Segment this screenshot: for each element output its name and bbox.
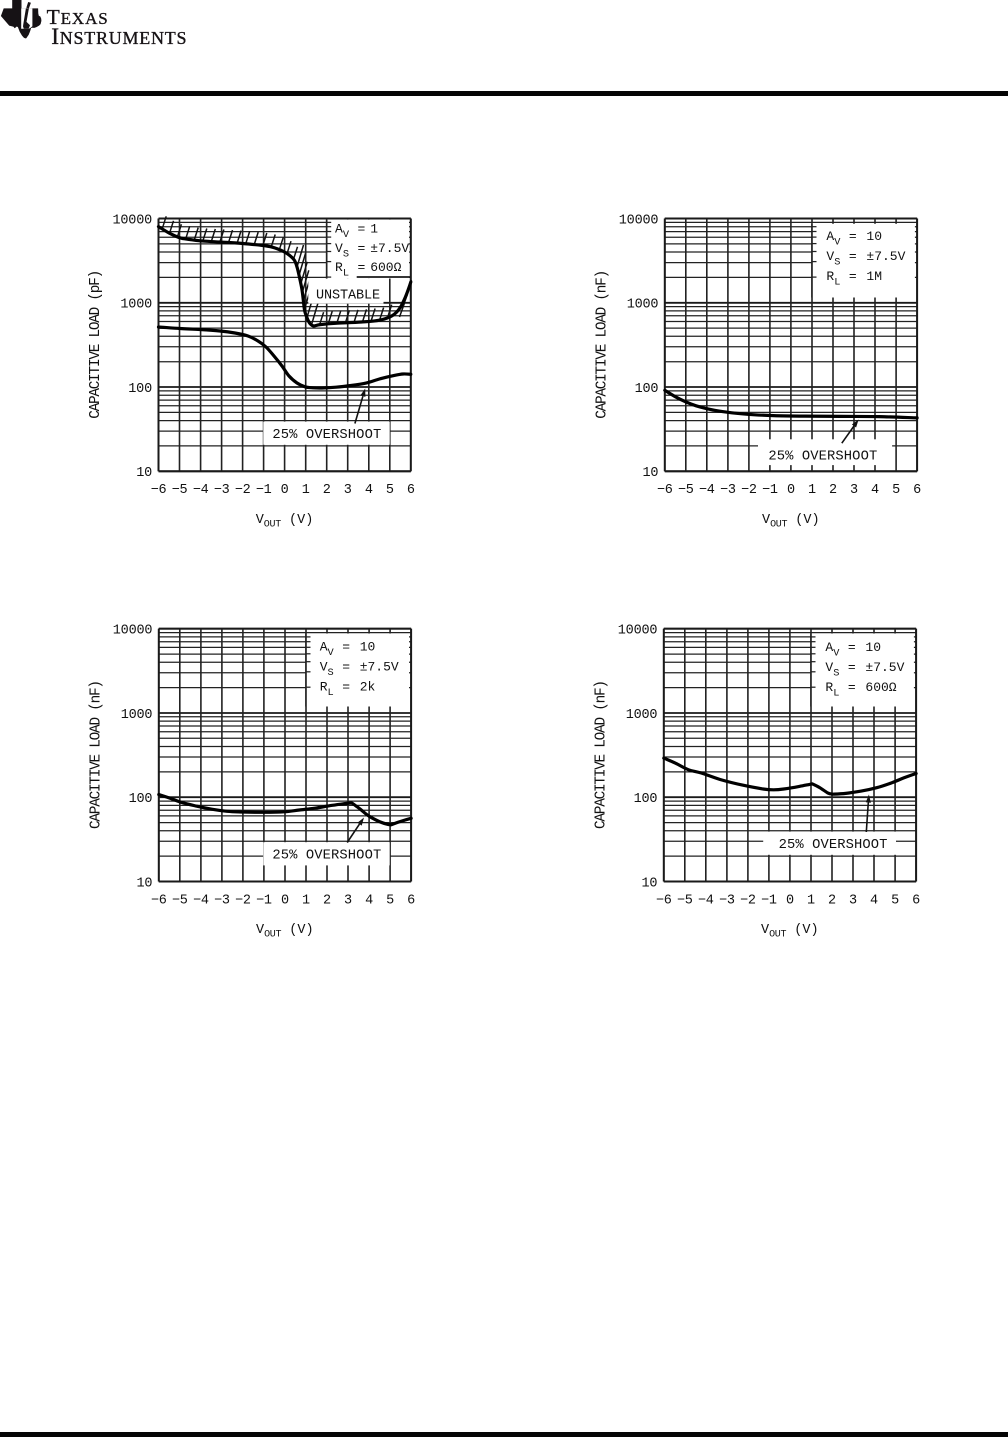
svg-text:−4: −4 [699, 483, 715, 498]
svg-text:−1: −1 [256, 483, 272, 498]
svg-text:VOUT (V): VOUT (V) [256, 923, 314, 941]
svg-text:6: 6 [407, 893, 415, 908]
svg-text:AV=10: AV = 10 [825, 640, 881, 660]
svg-text:5: 5 [386, 483, 394, 498]
svg-text:4: 4 [871, 483, 879, 498]
svg-text:100: 100 [635, 382, 659, 397]
svg-text:−3: −3 [214, 483, 230, 498]
svg-text:0: 0 [786, 893, 794, 908]
svg-text:VOUT (V): VOUT (V) [256, 513, 314, 531]
svg-text:0: 0 [281, 893, 289, 908]
svg-text:6: 6 [407, 483, 415, 498]
svg-text:0: 0 [281, 483, 289, 498]
svg-text:−3: −3 [214, 893, 230, 908]
svg-text:−4: −4 [698, 893, 714, 908]
svg-text:4: 4 [365, 893, 373, 908]
svg-text:3: 3 [344, 483, 352, 498]
svg-text:−2: −2 [740, 893, 756, 908]
svg-text:0: 0 [787, 483, 795, 498]
svg-text:INSTRUMENTS: INSTRUMENTS [51, 24, 187, 50]
svg-text:−1: −1 [762, 483, 778, 498]
svg-text:25% OVERSHOOT: 25% OVERSHOOT [272, 428, 381, 443]
svg-text:−6: −6 [657, 483, 673, 498]
svg-text:10000: 10000 [113, 624, 153, 639]
svg-text:10: 10 [642, 466, 658, 481]
svg-text:−1: −1 [256, 893, 272, 908]
svg-text:−5: −5 [172, 893, 188, 908]
svg-text:−6: −6 [151, 893, 167, 908]
svg-text:UNSTABLE: UNSTABLE [316, 289, 380, 304]
svg-text:6: 6 [913, 483, 921, 498]
svg-text:6: 6 [912, 893, 920, 908]
svg-text:CAPACITIVE LOAD (nF): CAPACITIVE LOAD (nF) [88, 681, 104, 829]
svg-text:1: 1 [808, 483, 816, 498]
svg-text:2: 2 [829, 483, 837, 498]
svg-text:−3: −3 [719, 893, 735, 908]
svg-text:10000: 10000 [619, 213, 659, 228]
svg-text:1000: 1000 [627, 298, 659, 313]
svg-text:2: 2 [323, 483, 331, 498]
svg-text:10000: 10000 [618, 624, 658, 639]
svg-text:10: 10 [136, 876, 152, 891]
svg-text:10: 10 [641, 876, 657, 891]
svg-text:TEXAS: TEXAS [47, 5, 109, 29]
svg-text:1000: 1000 [120, 298, 152, 313]
svg-text:5: 5 [892, 483, 900, 498]
svg-text:3: 3 [850, 483, 858, 498]
svg-text:CAPACITIVE LOAD (nF): CAPACITIVE LOAD (nF) [593, 681, 609, 829]
svg-text:4: 4 [870, 893, 878, 908]
svg-text:−6: −6 [656, 893, 672, 908]
svg-text:VOUT (V): VOUT (V) [761, 923, 819, 941]
svg-text:25% OVERSHOOT: 25% OVERSHOOT [779, 838, 888, 853]
svg-text:1000: 1000 [121, 708, 153, 723]
svg-text:4: 4 [365, 483, 373, 498]
svg-text:25% OVERSHOOT: 25% OVERSHOOT [768, 450, 877, 465]
svg-text:10: 10 [136, 466, 152, 481]
svg-text:1: 1 [302, 483, 310, 498]
svg-text:1: 1 [807, 893, 815, 908]
svg-text:10000: 10000 [112, 213, 152, 228]
svg-text:VOUT (V): VOUT (V) [762, 513, 820, 531]
svg-text:100: 100 [129, 792, 153, 807]
svg-text:5: 5 [891, 893, 899, 908]
svg-text:3: 3 [849, 893, 857, 908]
svg-text:−4: −4 [193, 893, 209, 908]
svg-text:−2: −2 [741, 483, 757, 498]
svg-text:−2: −2 [235, 893, 251, 908]
svg-text:1: 1 [302, 893, 310, 908]
svg-text:−5: −5 [677, 893, 693, 908]
svg-text:25% OVERSHOOT: 25% OVERSHOOT [272, 849, 381, 864]
svg-text:2: 2 [828, 893, 836, 908]
svg-text:−2: −2 [235, 483, 251, 498]
svg-text:−5: −5 [172, 483, 188, 498]
svg-text:100: 100 [128, 382, 152, 397]
svg-text:CAPACITIVE LOAD (pF): CAPACITIVE LOAD (pF) [88, 271, 104, 419]
svg-text:−4: −4 [193, 483, 209, 498]
svg-text:2: 2 [323, 893, 331, 908]
svg-text:1000: 1000 [626, 708, 658, 723]
svg-text:3: 3 [344, 893, 352, 908]
svg-text:−5: −5 [678, 483, 694, 498]
svg-text:CAPACITIVE LOAD (nF): CAPACITIVE LOAD (nF) [594, 271, 610, 419]
svg-text:−3: −3 [720, 483, 736, 498]
svg-text:100: 100 [634, 792, 658, 807]
svg-text:−1: −1 [761, 893, 777, 908]
svg-text:−6: −6 [151, 483, 167, 498]
svg-text:5: 5 [386, 893, 394, 908]
